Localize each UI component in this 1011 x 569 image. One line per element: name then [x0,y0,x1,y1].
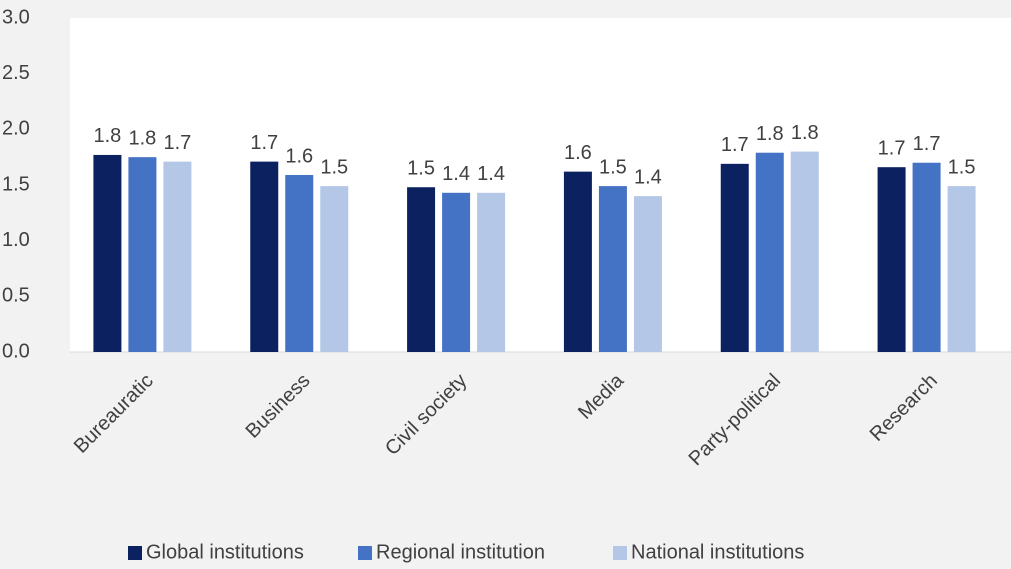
legend-swatch [613,546,627,560]
legend-label: National institutions [631,541,804,563]
plot-area [70,18,1011,352]
data-label: 1.7 [913,133,941,155]
bar [163,161,192,352]
y-tick-label: 2.0 [2,118,30,140]
y-tick-label: 3.0 [2,6,30,28]
data-label: 1.6 [564,142,592,164]
x-tick-label: Bureauratic [70,370,158,458]
bar [633,196,662,352]
bar [563,171,592,352]
data-label: 1.7 [164,132,192,154]
data-label: 1.8 [94,125,122,147]
legend-label: Regional institution [376,541,545,563]
bar [790,151,819,352]
x-tick-label: Civil society [381,370,471,460]
data-label: 1.4 [477,163,505,185]
bar [285,174,314,352]
data-label: 1.8 [756,123,784,145]
bar [93,154,122,352]
data-label: 1.5 [599,156,627,178]
legend-swatch [128,546,142,560]
x-tick-label: Party-political [685,370,785,470]
y-tick-label: 0.5 [2,285,30,307]
data-label: 1.4 [634,166,662,188]
x-tick-label: Media [574,369,629,424]
bar [442,192,471,352]
bar [598,186,627,352]
bar [720,163,749,352]
bar [755,152,784,352]
y-tick-label: 1.5 [2,173,30,195]
x-tick-label: Business [242,370,315,443]
data-label: 1.5 [320,156,348,178]
data-label: 1.5 [948,156,976,178]
data-label: 1.6 [285,145,313,167]
legend-swatch [358,546,372,560]
bar [477,192,506,352]
y-tick-label: 2.5 [2,62,30,84]
bar [912,162,941,352]
data-label: 1.8 [791,122,819,144]
data-label: 1.7 [721,134,749,156]
bar [128,157,157,352]
bar [250,161,279,352]
bar [947,186,976,352]
x-tick-label: Research [866,370,942,446]
bar [320,186,349,352]
data-label: 1.8 [129,127,157,149]
legend-label: Global institutions [146,541,304,563]
data-label: 1.7 [250,132,278,154]
bar [877,167,906,352]
bar [407,187,436,352]
y-tick-label: 1.0 [2,229,30,251]
data-label: 1.5 [407,158,435,180]
data-label: 1.4 [442,163,470,185]
data-label: 1.7 [878,137,906,159]
y-tick-label: 0.0 [2,340,30,362]
